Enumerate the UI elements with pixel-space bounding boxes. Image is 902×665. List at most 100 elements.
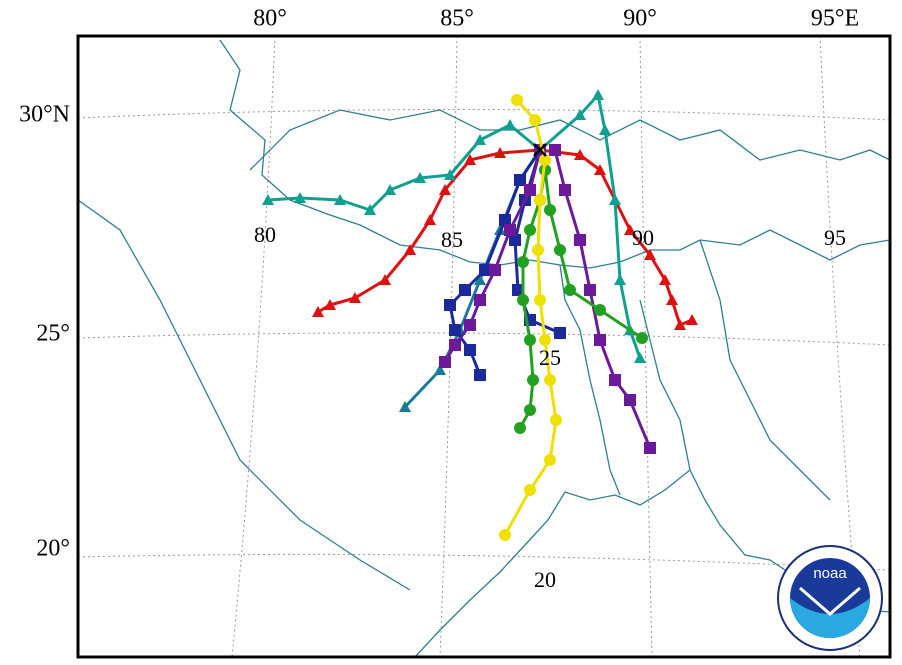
trajectory-marker <box>312 306 324 317</box>
trajectory-marker <box>517 256 529 268</box>
grid-label: 20 <box>534 567 556 592</box>
trajectory-marker <box>399 401 411 412</box>
trajectory-marker <box>474 294 486 306</box>
trajectory <box>403 149 542 409</box>
trajectory-marker <box>659 274 671 285</box>
trajectory-marker <box>644 442 656 454</box>
trajectory-marker <box>544 374 556 386</box>
trajectory-marker <box>624 224 636 235</box>
trajectory-marker <box>524 184 536 196</box>
grid-label: 85 <box>441 227 463 252</box>
trajectory-marker <box>517 294 529 306</box>
logo-gull <box>799 586 861 616</box>
trajectory-marker <box>594 164 606 175</box>
trajectory-marker <box>464 154 476 165</box>
trajectory-marker <box>564 284 576 296</box>
grid-label: 80 <box>254 222 276 247</box>
trajectory-marker <box>464 344 476 356</box>
trajectory-marker <box>532 244 544 256</box>
lat-label: 30°N <box>19 102 70 128</box>
logo-text: noaa <box>813 565 847 582</box>
noaa-logo: noaa <box>777 545 883 651</box>
trajectory-marker <box>474 134 486 145</box>
trajectory-marker <box>499 529 511 541</box>
trajectory-marker <box>324 299 336 310</box>
trajectory <box>539 148 693 327</box>
trajectory-marker <box>404 244 416 255</box>
trajectory-marker <box>539 154 551 166</box>
trajectory <box>539 93 642 359</box>
trajectory-marker <box>609 194 621 205</box>
trajectory-marker <box>594 334 606 346</box>
parallel <box>77 553 891 571</box>
trajectory-marker <box>614 274 626 285</box>
trajectory-marker <box>511 94 523 106</box>
lon-label: 80° <box>253 6 287 32</box>
trajectory-marker <box>479 264 491 276</box>
trajectory-marker <box>574 234 586 246</box>
trajectory-marker <box>524 334 536 346</box>
logo-wave <box>790 598 870 638</box>
trajectory-marker <box>379 274 391 285</box>
grid-label: 90 <box>632 225 654 250</box>
trajectory-marker <box>424 214 436 225</box>
border <box>219 39 891 269</box>
trajectory-marker <box>559 184 571 196</box>
grid-label: 95 <box>824 225 846 250</box>
trajectory-marker <box>634 352 646 363</box>
border <box>77 199 411 591</box>
border <box>559 239 831 501</box>
parallel <box>77 108 891 121</box>
lon-label: 85° <box>440 6 474 32</box>
trajectory-marker <box>449 339 461 351</box>
trajectory-marker <box>504 119 516 130</box>
trajectory-marker <box>599 124 611 135</box>
trajectory-marker <box>489 264 501 276</box>
trajectory-marker <box>439 184 451 195</box>
trajectory-marker <box>666 294 678 305</box>
trajectory-marker <box>636 332 648 344</box>
trajectory-marker <box>539 334 551 346</box>
lat-label: 25° <box>36 321 70 347</box>
trajectory-marker <box>364 204 376 215</box>
trajectory-marker <box>524 404 536 416</box>
trajectory-marker <box>686 314 698 325</box>
trajectory-marker <box>449 324 461 336</box>
trajectory-marker <box>594 304 606 316</box>
lat-label: 20° <box>36 536 70 562</box>
trajectory-marker <box>499 214 511 226</box>
trajectory-marker <box>592 89 604 100</box>
trajectory-marker <box>464 319 476 331</box>
trajectory-marker <box>644 249 656 260</box>
trajectory-marker <box>474 274 486 285</box>
lon-label: 95°E <box>811 6 859 32</box>
meridian <box>639 35 653 658</box>
trajectory-marker <box>294 192 306 203</box>
trajectory-marker <box>544 454 556 466</box>
trajectory-marker <box>514 174 526 186</box>
trajectory-marker <box>524 224 536 236</box>
trajectory-marker <box>349 292 361 303</box>
trajectory-marker <box>414 172 426 183</box>
trajectories <box>262 89 698 541</box>
trajectory-marker <box>527 374 539 386</box>
trajectory-marker <box>544 204 556 216</box>
grid-label: 25 <box>539 345 561 370</box>
trajectory-marker <box>524 484 536 496</box>
trajectory-marker <box>529 114 541 126</box>
trajectory-marker <box>262 194 274 205</box>
trajectory-marker <box>509 234 521 246</box>
trajectory-marker <box>504 224 516 236</box>
parallel <box>77 332 891 346</box>
trajectory-marker <box>459 284 471 296</box>
map-frame <box>76 34 892 659</box>
trajectory <box>267 123 541 212</box>
trajectory-marker <box>474 369 486 381</box>
trajectory-marker <box>439 356 451 368</box>
trajectory-marker <box>334 194 346 205</box>
trajectory-marker <box>624 394 636 406</box>
trajectory <box>543 169 643 340</box>
trajectory-marker <box>574 149 586 160</box>
trajectory-marker <box>494 147 506 158</box>
